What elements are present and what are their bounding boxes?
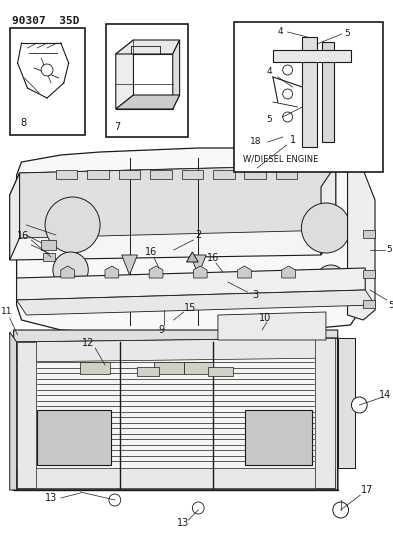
Polygon shape xyxy=(20,165,336,238)
Bar xyxy=(81,362,110,374)
Polygon shape xyxy=(17,268,365,300)
Text: 16: 16 xyxy=(207,253,219,263)
Polygon shape xyxy=(17,342,36,488)
Bar xyxy=(208,367,233,376)
Polygon shape xyxy=(17,148,360,332)
Polygon shape xyxy=(10,187,321,260)
Polygon shape xyxy=(218,312,326,340)
Bar xyxy=(363,300,375,308)
Circle shape xyxy=(283,65,292,75)
Bar xyxy=(87,170,109,179)
Polygon shape xyxy=(187,252,198,262)
Bar xyxy=(119,170,140,179)
Polygon shape xyxy=(338,338,355,468)
Polygon shape xyxy=(347,170,375,320)
Polygon shape xyxy=(191,255,206,275)
Circle shape xyxy=(41,64,53,76)
Polygon shape xyxy=(116,40,180,54)
Polygon shape xyxy=(116,40,134,109)
Polygon shape xyxy=(61,266,75,278)
Bar xyxy=(150,170,172,179)
Polygon shape xyxy=(237,266,251,278)
Text: 5: 5 xyxy=(386,246,392,254)
Polygon shape xyxy=(315,338,335,488)
Text: 11: 11 xyxy=(1,308,13,317)
Text: 4: 4 xyxy=(278,27,284,36)
Polygon shape xyxy=(282,266,296,278)
Circle shape xyxy=(45,197,100,253)
Polygon shape xyxy=(17,468,335,488)
Text: 15: 15 xyxy=(184,303,196,313)
Bar xyxy=(154,362,184,374)
Bar xyxy=(37,410,111,465)
Polygon shape xyxy=(10,332,17,490)
Text: 16: 16 xyxy=(145,247,157,257)
Text: 5: 5 xyxy=(266,116,272,125)
Text: 8: 8 xyxy=(20,118,27,128)
Bar xyxy=(184,362,213,374)
Bar xyxy=(138,367,159,376)
Text: 13: 13 xyxy=(177,518,190,528)
Bar xyxy=(213,170,235,179)
Polygon shape xyxy=(14,330,338,342)
Polygon shape xyxy=(105,266,119,278)
Polygon shape xyxy=(17,290,375,315)
Text: 14: 14 xyxy=(379,390,391,400)
Bar xyxy=(363,230,375,238)
Circle shape xyxy=(109,494,121,506)
Circle shape xyxy=(283,89,292,99)
Text: 2: 2 xyxy=(195,230,201,240)
Circle shape xyxy=(53,252,88,288)
Polygon shape xyxy=(322,42,334,142)
Polygon shape xyxy=(193,266,207,278)
Polygon shape xyxy=(122,255,138,275)
Bar xyxy=(276,170,298,179)
Text: 13: 13 xyxy=(45,493,57,503)
Polygon shape xyxy=(273,50,351,62)
Circle shape xyxy=(301,203,351,253)
Text: 17: 17 xyxy=(361,485,373,495)
Polygon shape xyxy=(116,95,180,109)
Polygon shape xyxy=(10,165,336,195)
Bar xyxy=(363,270,375,278)
Text: 16: 16 xyxy=(17,231,29,241)
Text: 7: 7 xyxy=(115,122,121,132)
Text: 10: 10 xyxy=(259,313,271,323)
Text: 1: 1 xyxy=(290,135,296,145)
Text: 90307  35D: 90307 35D xyxy=(12,16,79,26)
Bar xyxy=(10,28,85,135)
Circle shape xyxy=(316,265,345,295)
Circle shape xyxy=(351,397,367,413)
Polygon shape xyxy=(116,54,173,109)
Circle shape xyxy=(193,502,204,514)
Polygon shape xyxy=(14,338,338,490)
Text: 4: 4 xyxy=(266,68,272,77)
Bar xyxy=(244,170,266,179)
Bar xyxy=(56,170,77,179)
Text: 5: 5 xyxy=(388,301,393,310)
Bar xyxy=(106,24,189,137)
Polygon shape xyxy=(149,266,163,278)
Bar xyxy=(245,410,312,465)
Polygon shape xyxy=(10,173,20,260)
Text: 12: 12 xyxy=(82,338,94,348)
Text: 3: 3 xyxy=(252,290,258,300)
Bar xyxy=(43,253,55,261)
Bar xyxy=(182,170,203,179)
Circle shape xyxy=(283,112,292,122)
Text: 5: 5 xyxy=(345,28,351,37)
Polygon shape xyxy=(173,40,180,109)
Polygon shape xyxy=(302,37,317,147)
Circle shape xyxy=(333,502,349,518)
Text: 18: 18 xyxy=(250,138,261,147)
Text: W/DIESEL ENGINE: W/DIESEL ENGINE xyxy=(243,155,319,164)
Bar xyxy=(233,22,383,172)
Polygon shape xyxy=(321,165,336,255)
Text: 9: 9 xyxy=(158,325,164,335)
Polygon shape xyxy=(17,338,335,362)
Bar xyxy=(41,240,56,250)
